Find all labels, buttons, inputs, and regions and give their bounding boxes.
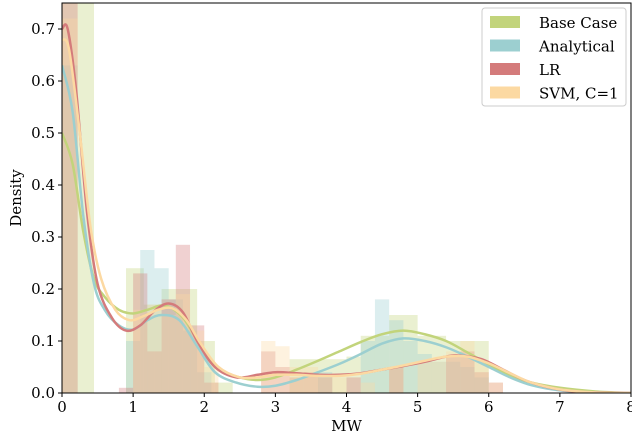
- histogram-bar: [62, 3, 78, 393]
- histogram-bar: [360, 382, 375, 393]
- histogram-bar: [175, 294, 191, 393]
- histogram-bar: [143, 304, 162, 393]
- x-tick-label: 3: [271, 398, 281, 416]
- histogram-bar: [446, 361, 461, 393]
- histogram-bar: [126, 268, 144, 393]
- y-tick-label: 0.4: [31, 176, 55, 194]
- histogram-bar: [182, 330, 198, 393]
- y-tick-label: 0.5: [31, 124, 55, 142]
- histogram-bar: [403, 341, 418, 393]
- y-tick-label: 0.6: [31, 72, 55, 90]
- legend-swatch: [490, 16, 520, 28]
- histogram-bar: [474, 361, 489, 393]
- histogram-bar: [133, 309, 148, 393]
- histogram-bar: [318, 377, 333, 393]
- y-tick-label: 0.2: [31, 280, 55, 298]
- x-tick-label: 6: [484, 398, 494, 416]
- legend-label: SVM, C=1: [539, 85, 619, 103]
- histogram-bar: [474, 377, 489, 393]
- histogram-bar: [204, 382, 219, 393]
- histogram-bar: [431, 361, 447, 393]
- histogram-bar: [275, 346, 290, 393]
- histogram-bar: [214, 382, 233, 393]
- legend-swatch: [490, 39, 520, 52]
- histogram-3: [62, 18, 503, 393]
- x-tick-label: 1: [128, 398, 138, 416]
- y-axis-title: Density: [7, 169, 25, 227]
- histogram-bar: [62, 65, 78, 393]
- histogram-bar: [318, 372, 333, 393]
- histogram-bar: [154, 268, 169, 393]
- histogram-bar: [62, 3, 78, 393]
- histogram-bar: [161, 299, 176, 393]
- x-tick-label: 0: [57, 398, 67, 416]
- histogram-bar: [446, 351, 461, 393]
- legend-box: [481, 7, 627, 107]
- y-tick-label: 0.3: [31, 228, 55, 246]
- histogram-bar: [431, 361, 447, 393]
- histogram-bar: [488, 382, 503, 393]
- histogram-bar: [161, 315, 176, 393]
- x-tick-label: 5: [413, 398, 423, 416]
- histogram-bar: [133, 273, 148, 393]
- histogram-bar: [389, 367, 404, 393]
- histogram-bar: [360, 341, 375, 393]
- legend-swatch: [490, 63, 520, 75]
- legend-label: LR: [539, 61, 561, 79]
- histogram-bar: [346, 377, 361, 393]
- histogram-bar: [488, 382, 503, 393]
- histogram-bar: [460, 367, 475, 393]
- x-tick-label: 8: [626, 398, 632, 416]
- histogram-bar: [303, 367, 319, 393]
- x-tick-label: 2: [199, 398, 209, 416]
- histogram-bar: [389, 315, 418, 393]
- x-tick-label: 4: [342, 398, 352, 416]
- legend-label: Base Case: [539, 14, 617, 32]
- legend: Base Case Analytical LR SVM, C=1: [481, 7, 627, 107]
- axes: 0 1 2 3 4 5 6 7 8 0.0 0.1 0.2 0.3 0.4 0.5 0.6 0.7 MW Densi…: [7, 2, 632, 435]
- histogram-bar: [126, 341, 141, 393]
- histogram-bar: [474, 372, 489, 393]
- histogram-bar: [446, 356, 461, 393]
- histogram-bar: [147, 304, 162, 393]
- histogram-bar: [318, 377, 333, 393]
- legend-label: Analytical: [538, 38, 615, 56]
- histogram-bar: [147, 351, 162, 393]
- density-curve-3: [62, 38, 631, 393]
- x-tick-label: 7: [555, 398, 565, 416]
- legend-swatch: [490, 86, 520, 99]
- histogram-bar: [474, 341, 489, 393]
- histogram-bar: [417, 361, 432, 393]
- plot-area: [62, 3, 631, 393]
- histogram-bar: [118, 387, 134, 393]
- x-axis-title: MW: [331, 417, 362, 435]
- histogram-bar: [460, 351, 475, 393]
- y-tick-label: 0.7: [31, 20, 55, 38]
- histogram-bar: [389, 367, 404, 393]
- histogram-bar: [197, 372, 212, 393]
- histogram-bar: [360, 335, 390, 393]
- histogram-bar: [204, 367, 219, 393]
- histogram-bar: [332, 377, 347, 393]
- y-tick-label: 0.0: [31, 384, 55, 402]
- y-tick-label: 0.1: [31, 332, 55, 350]
- histogram-bar: [168, 299, 183, 393]
